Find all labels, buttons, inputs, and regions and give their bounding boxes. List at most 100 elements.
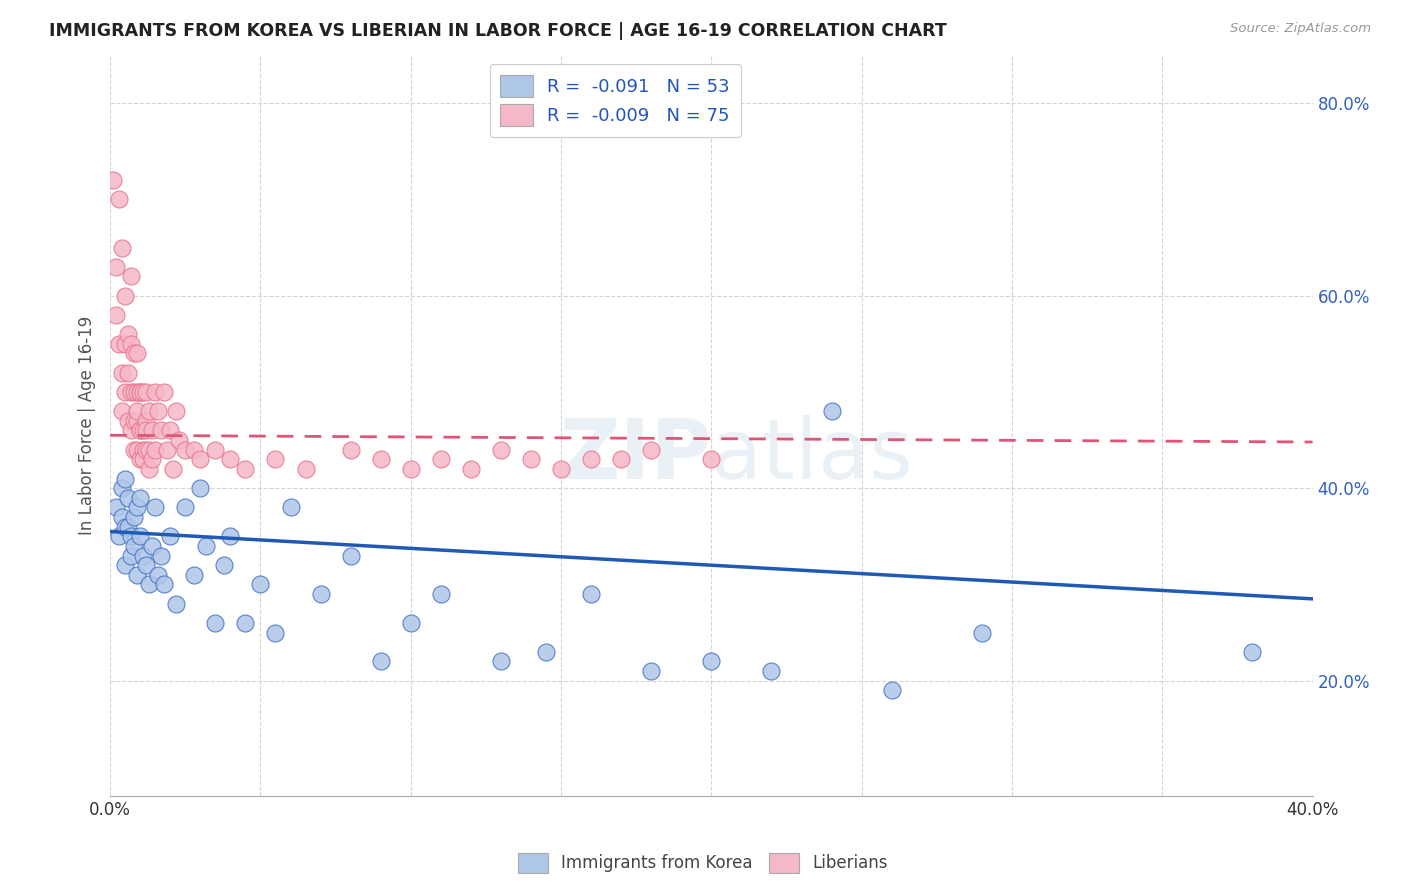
Point [520, 452, 543, 467]
Point [150, 424, 173, 438]
Point [143, 500, 166, 515]
Point [138, 404, 160, 418]
Point [188, 481, 211, 495]
Point [700, 655, 723, 669]
Point [132, 549, 155, 563]
Point [141, 539, 163, 553]
Point [101, 173, 124, 187]
Point [339, 549, 361, 563]
Point [880, 683, 903, 698]
Point [700, 452, 723, 467]
Point [141, 452, 163, 467]
Point [135, 424, 157, 438]
Point [1241, 645, 1264, 659]
Point [122, 346, 145, 360]
Point [150, 549, 173, 563]
Point [129, 452, 152, 467]
Point [108, 529, 131, 543]
Point [129, 424, 152, 438]
Point [159, 529, 181, 543]
Point [235, 462, 257, 476]
Point [127, 442, 149, 457]
Point [114, 519, 136, 533]
Point [143, 384, 166, 399]
Point [114, 289, 136, 303]
Point [117, 366, 139, 380]
Point [430, 587, 453, 601]
Point [460, 462, 482, 476]
Point [105, 260, 128, 274]
Point [640, 664, 662, 678]
Point [108, 336, 131, 351]
Point [640, 442, 662, 457]
Point [135, 384, 157, 399]
Point [550, 462, 572, 476]
Point [122, 442, 145, 457]
Point [120, 549, 142, 563]
Point [820, 404, 842, 418]
Point [174, 500, 197, 515]
Point [111, 481, 134, 495]
Point [120, 424, 142, 438]
Point [195, 539, 218, 553]
Text: IMMIGRANTS FROM KOREA VS LIBERIAN IN LABOR FORCE | AGE 16-19 CORRELATION CHART: IMMIGRANTS FROM KOREA VS LIBERIAN IN LAB… [49, 22, 948, 40]
Point [117, 327, 139, 342]
Point [127, 384, 149, 399]
Point [129, 384, 152, 399]
Point [117, 491, 139, 505]
Point [135, 558, 157, 573]
Point [111, 510, 134, 524]
Point [122, 539, 145, 553]
Point [122, 384, 145, 399]
Point [120, 384, 142, 399]
Point [610, 452, 633, 467]
Point [174, 442, 197, 457]
Point [132, 442, 155, 457]
Point [114, 384, 136, 399]
Point [214, 558, 236, 573]
Point [430, 452, 453, 467]
Point [127, 500, 149, 515]
Point [122, 510, 145, 524]
Point [204, 442, 226, 457]
Point [132, 384, 155, 399]
Text: atlas: atlas [711, 415, 912, 496]
Point [370, 655, 392, 669]
Point [111, 241, 134, 255]
Point [219, 452, 242, 467]
Point [105, 500, 128, 515]
Point [114, 472, 136, 486]
Point [129, 384, 152, 399]
Point [534, 645, 557, 659]
Point [399, 615, 422, 630]
Point [129, 491, 152, 505]
Point [111, 366, 134, 380]
Point [339, 442, 361, 457]
Point [111, 404, 134, 418]
Point [135, 442, 157, 457]
Point [127, 414, 149, 428]
Point [399, 462, 422, 476]
Point [188, 452, 211, 467]
Point [235, 615, 257, 630]
Point [148, 567, 170, 582]
Point [156, 442, 179, 457]
Point [162, 462, 184, 476]
Point [117, 519, 139, 533]
Point [138, 577, 160, 591]
Point [309, 587, 332, 601]
Point [249, 577, 271, 591]
Text: Source: ZipAtlas.com: Source: ZipAtlas.com [1230, 22, 1371, 36]
Point [114, 558, 136, 573]
Point [204, 615, 226, 630]
Point [264, 452, 287, 467]
Point [294, 462, 316, 476]
Point [141, 424, 163, 438]
Point [129, 424, 152, 438]
Point [127, 346, 149, 360]
Point [127, 567, 149, 582]
Point [120, 529, 142, 543]
Point [219, 529, 242, 543]
Point [114, 336, 136, 351]
Point [280, 500, 302, 515]
